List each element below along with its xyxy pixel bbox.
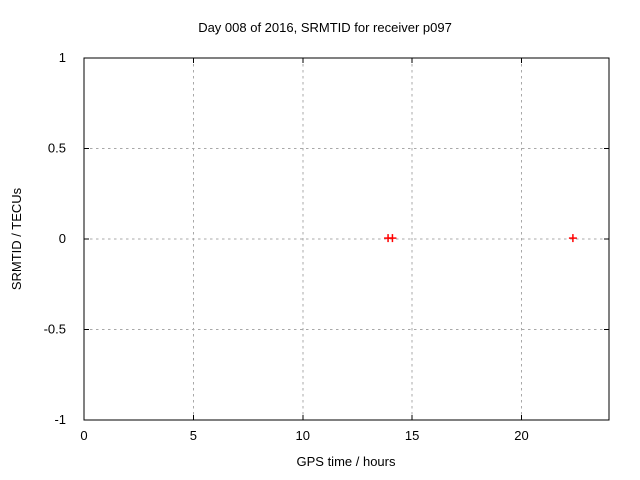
y-tick-label: -1 (54, 412, 66, 427)
y-tick-label: 0.5 (48, 141, 66, 156)
data-point-marker (388, 234, 397, 243)
data-point-marker (568, 234, 577, 243)
y-tick-label: -0.5 (44, 322, 66, 337)
chart-title: Day 008 of 2016, SRMTID for receiver p09… (198, 20, 452, 35)
y-tick-label: 0 (59, 231, 66, 246)
x-tick-label: 15 (405, 428, 419, 443)
y-tick-label: 1 (59, 50, 66, 65)
x-axis-label: GPS time / hours (297, 454, 396, 469)
y-axis-label: SRMTID / TECUs (9, 187, 24, 290)
x-tick-label: 0 (80, 428, 87, 443)
x-tick-label: 10 (296, 428, 310, 443)
x-tick-label: 20 (514, 428, 528, 443)
x-tick-label: 5 (190, 428, 197, 443)
plot-area: 0 5 10 15 20 -1 -0.5 0 0.5 1 (44, 50, 610, 443)
